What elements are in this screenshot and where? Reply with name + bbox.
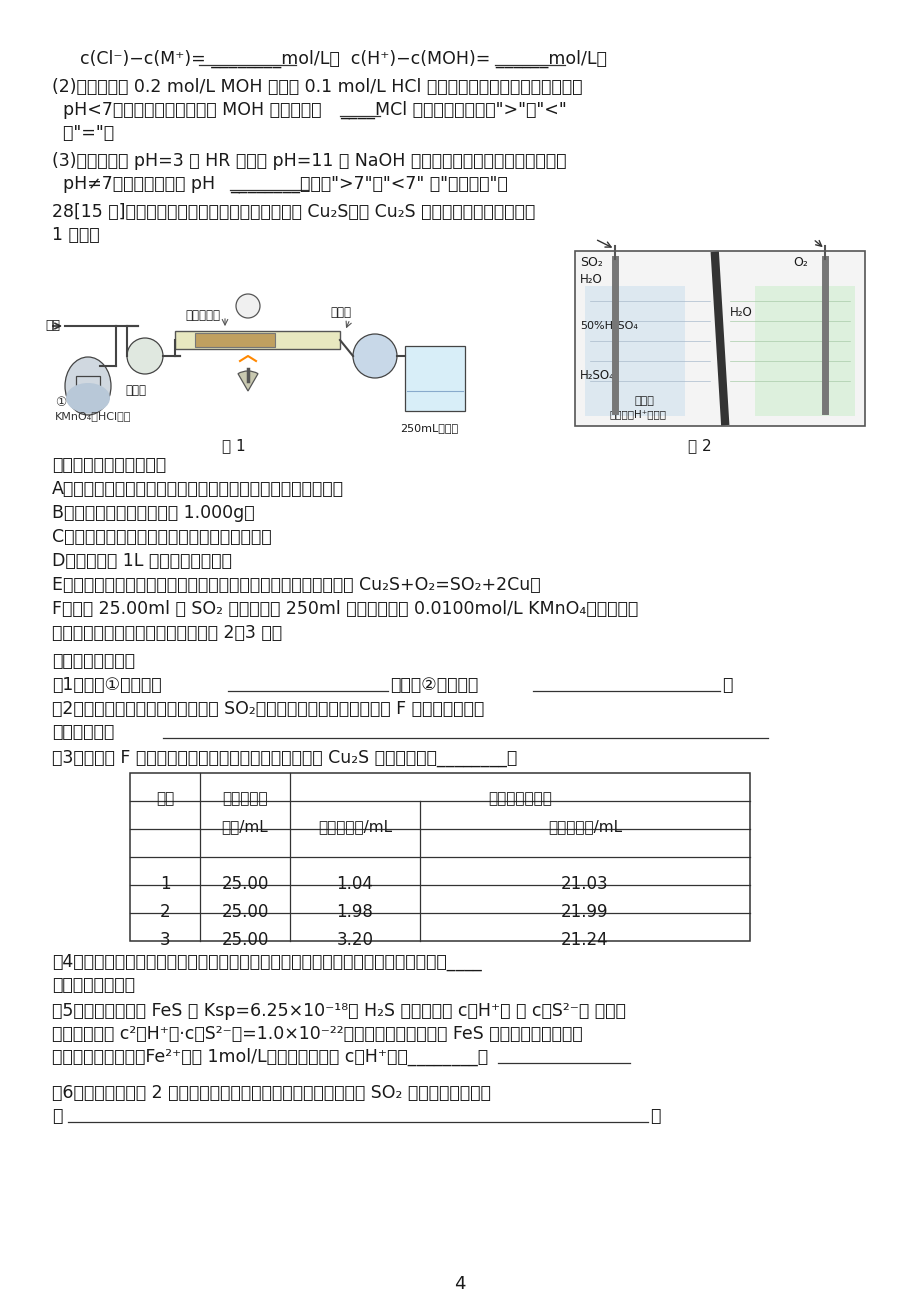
Text: 3.20: 3.20 [336,931,373,949]
Text: 质子膜: 质子膜 [634,396,654,406]
FancyBboxPatch shape [130,773,749,941]
Text: 滴定: 滴定 [155,792,174,806]
Text: (2)常温下若将 0.2 mol/L MOH 溶液与 0.1 mol/L HCl 溶液等体积混合，测得混合溶液的: (2)常温下若将 0.2 mol/L MOH 溶液与 0.1 mol/L HCl… [52,78,582,96]
Ellipse shape [66,383,110,413]
Text: （写一种即可）。: （写一种即可）。 [52,976,135,993]
Text: 2: 2 [160,904,170,922]
Text: 1 装置。: 1 装置。 [52,227,99,243]
Text: 21.99: 21.99 [561,904,608,922]
Text: ①: ① [55,396,66,409]
Text: H₂SO₄: H₂SO₄ [579,368,614,381]
FancyBboxPatch shape [754,286,854,417]
Text: 25.00: 25.00 [221,931,268,949]
Text: 图 2: 图 2 [687,437,711,453]
Circle shape [353,335,397,378]
Text: （5）已知在常温下 FeS 的 Ksp=6.25×10⁻¹⁸， H₂S 饱和溶液中 c（H⁺） 与 c（S²⁻） 之间存: （5）已知在常温下 FeS 的 Ksp=6.25×10⁻¹⁸， H₂S 饱和溶液… [52,1003,625,1019]
Text: O₂: O₂ [792,256,807,270]
Text: （2）假定辉铜矿中的硬全部转化为 SO₂，并且全部被水吸收，则操作 F 中所发生反应的: （2）假定辉铜矿中的硬全部转化为 SO₂，并且全部被水吸收，则操作 F 中所发生… [52,700,483,717]
Text: C．将称量好的样品小心地放入硬质玻璃管中．: C．将称量好的样品小心地放入硬质玻璃管中． [52,529,271,546]
Text: 或"="）: 或"="） [52,124,114,142]
Circle shape [127,339,163,374]
Text: 4: 4 [454,1275,465,1293]
Text: KMnO₄和HCl溶液: KMnO₄和HCl溶液 [55,411,131,421]
Text: 1: 1 [160,875,170,893]
Text: 液中，欲使溶液中（Fe²⁺）为 1mol/L，应调节溶液的 c（H⁺）为________．: 液中，欲使溶液中（Fe²⁺）为 1mol/L，应调节溶液的 c（H⁺）为____… [52,1048,488,1066]
Text: 21.03: 21.03 [561,875,608,893]
Text: 化学方程式为: 化学方程式为 [52,723,114,741]
Text: （只允许H⁺通过）: （只允许H⁺通过） [609,409,666,419]
Text: （4）本方案设计中有一个明显的缺降影响了测定结果（不属于操作失误），你认为是____: （4）本方案设计中有一个明显的缺降影响了测定结果（不属于操作失误），你认为是__… [52,953,482,971]
Text: 25.00: 25.00 [221,904,268,922]
Text: 式: 式 [52,1107,62,1125]
Text: F．移取 25.00ml 含 SO₂ 的水溶液于 250ml 锥形瓶中，用 0.0100mol/L KMnO₄标准溶液滴: F．移取 25.00ml 含 SO₂ 的水溶液于 250ml 锥形瓶中，用 0.… [52,600,638,618]
Text: c(Cl⁻)−c(M⁺)= ________mol/L；  c(H⁺)−c(MOH)= ______mol/L。: c(Cl⁻)−c(M⁺)= ________mol/L； c(H⁺)−c(MOH… [80,49,607,68]
Text: E．将硬质玻璃管中的辉铜矿样品加热到一定温度，发生反应为： Cu₂S+O₂=SO₂+2Cu．: E．将硬质玻璃管中的辉铜矿样品加热到一定温度，发生反应为： Cu₂S+O₂=SO… [52,575,540,594]
Text: 玻璃丝: 玻璃丝 [330,306,351,319]
Text: pH<7，则说明在相同条件下 MOH 的电离程度: pH<7，则说明在相同条件下 MOH 的电离程度 [52,102,321,118]
Text: （1）装置①的作用是: （1）装置①的作用是 [52,676,162,694]
FancyBboxPatch shape [574,251,864,426]
Text: 50%H₂SO₄: 50%H₂SO₄ [579,322,637,331]
FancyBboxPatch shape [175,331,340,349]
Text: 21.24: 21.24 [561,931,608,949]
Text: （3）若操作 F 的滴定结果如下表所示，则辉铜矿样品中 Cu₂S 的质量分数是________．: （3）若操作 F 的滴定结果如下表所示，则辉铜矿样品中 Cu₂S 的质量分数是_… [52,749,516,767]
Ellipse shape [65,357,111,415]
Text: 实验时按如下步骤操作：: 实验时按如下步骤操作： [52,456,166,474]
Text: pH≠7，则混合溶液的 pH: pH≠7，则混合溶液的 pH [52,174,215,193]
Text: 辉铜矿样品: 辉铜矿样品 [185,309,220,322]
Text: 28[15 分]。工业上为了测定辉铜矿（主要成分是 Cu₂S）中 Cu₂S 的质量分数，设计了如图: 28[15 分]。工业上为了测定辉铜矿（主要成分是 Cu₂S）中 Cu₂S 的质… [52,203,535,221]
Text: ________。（填">7"、"<7" 或"无法确定"）: ________。（填">7"、"<7" 或"无法确定"） [230,174,507,193]
Text: D．以每分钟 1L 的速率鼓入空气．: D．以每分钟 1L 的速率鼓入空气． [52,552,232,570]
Wedge shape [238,371,257,391]
Text: H₂O: H₂O [729,306,752,319]
Text: 图 1: 图 1 [221,437,245,453]
FancyBboxPatch shape [404,346,464,411]
Text: ；装置②的作用是: ；装置②的作用是 [390,676,478,694]
Text: 待测溶液的: 待测溶液的 [222,792,267,806]
Text: 1.98: 1.98 [336,904,373,922]
Text: ____MCl 的水解程度。（填">"、"<": ____MCl 的水解程度。（填">"、"<" [340,102,566,120]
Text: 25.00: 25.00 [221,875,268,893]
Text: 碱石灰: 碱石灰 [125,384,146,397]
Text: 定至终点．按上述操作方法重复滴定 2－3 次。: 定至终点．按上述操作方法重复滴定 2－3 次。 [52,624,282,642]
Text: A．连接全部仪器，使其成为如图装置，并检查装置的气密性．: A．连接全部仪器，使其成为如图装置，并检查装置的气密性． [52,480,344,497]
Text: 滴定后刻度/mL: 滴定后刻度/mL [548,819,621,835]
Text: （6）某人设想以图 2 所示装置用电化学原理生产硫酸，写出通入 SO₂ 的电极的电极反应: （6）某人设想以图 2 所示装置用电化学原理生产硫酸，写出通入 SO₂ 的电极的… [52,1085,491,1101]
Text: 滴定前刻度/mL: 滴定前刻度/mL [318,819,391,835]
Text: 。: 。 [721,676,732,694]
Text: 1.04: 1.04 [336,875,373,893]
FancyBboxPatch shape [76,376,100,396]
Text: 体积/mL: 体积/mL [221,819,268,835]
Circle shape [236,294,260,318]
Text: SO₂: SO₂ [579,256,602,270]
Text: 试回答下列问题：: 试回答下列问题： [52,652,135,671]
Text: 3: 3 [160,931,170,949]
Text: H₂O: H₂O [579,273,602,286]
Text: (3)常温下若将 pH=3 的 HR 溶液与 pH=11 的 NaOH 溶液等体积混合，测得混合溶液的: (3)常温下若将 pH=3 的 HR 溶液与 pH=11 的 NaOH 溶液等体… [52,152,566,171]
Text: 。: 。 [650,1107,660,1125]
Text: 250mL蒸馏水: 250mL蒸馏水 [400,423,458,434]
Text: 在如下关系： c²（H⁺）·c（S²⁻）=1.0×10⁻²²。在该温度下，将适量 FeS 投入硬化氢饱和和溶: 在如下关系： c²（H⁺）·c（S²⁻）=1.0×10⁻²²。在该温度下，将适量… [52,1025,582,1043]
FancyBboxPatch shape [195,333,275,348]
Text: B．称取研细的辉铜矿样品 1.000g．: B．称取研细的辉铜矿样品 1.000g． [52,504,255,522]
Text: 标准溶液的体积: 标准溶液的体积 [488,792,551,806]
FancyBboxPatch shape [584,286,685,417]
Text: 空气: 空气 [45,319,60,332]
